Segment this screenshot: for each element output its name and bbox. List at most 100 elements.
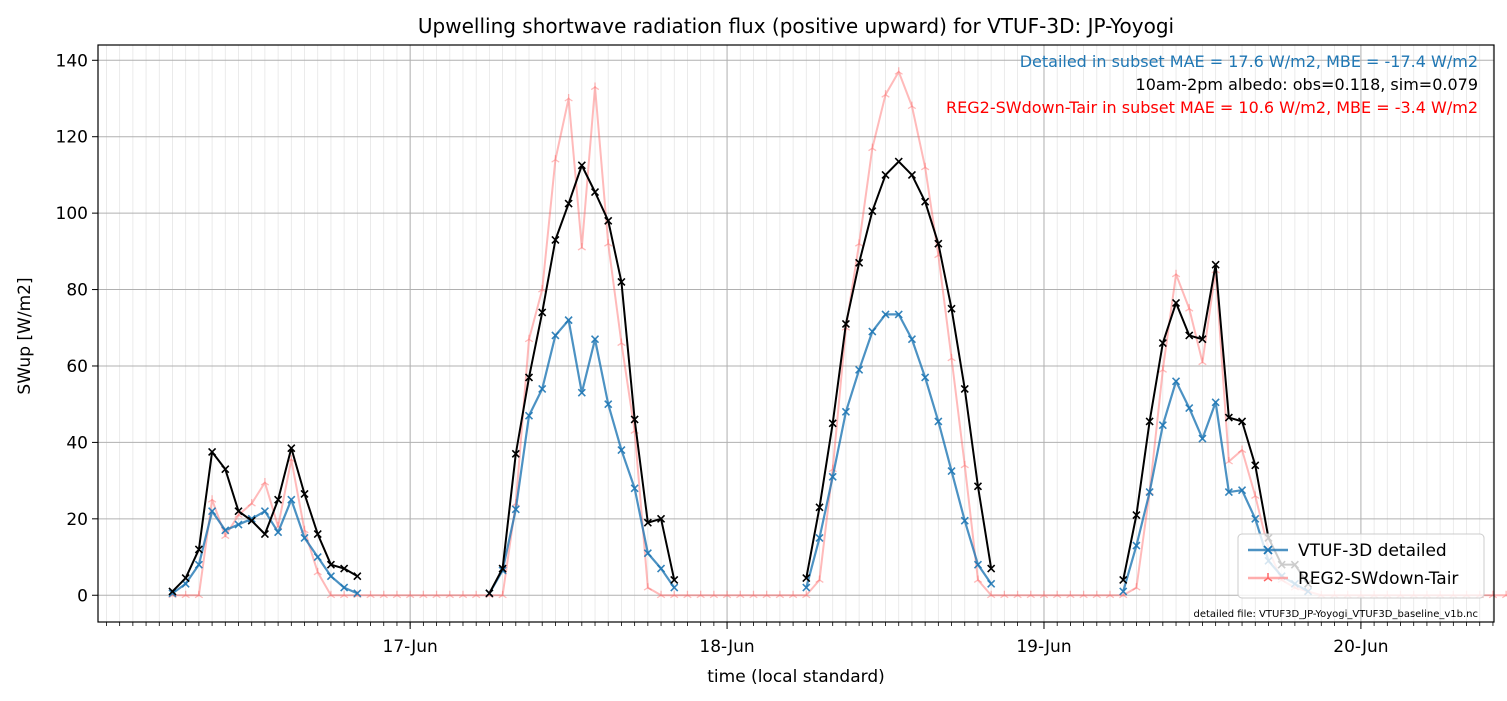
observed-series-point (656, 514, 666, 523)
y-tick-label: 100 (56, 204, 88, 224)
reg2-series-point (1026, 590, 1035, 599)
x-tick-label: 18-Jun (699, 637, 754, 657)
observed-series-point (617, 277, 626, 286)
reg2-series-point (881, 90, 890, 98)
reg2-series-point (749, 590, 758, 599)
vtuf-series-point (1145, 488, 1154, 497)
reg2-series-point (920, 162, 930, 171)
reg2-series-point (722, 590, 732, 599)
observed-series-point (221, 465, 230, 474)
observed-series-point (524, 373, 534, 382)
reg2-series-point (379, 590, 388, 599)
vtuf-series-point (524, 411, 534, 420)
vtuf-series-point (221, 526, 230, 535)
reg2-series-point (709, 590, 719, 599)
reg2-series-point (604, 239, 613, 247)
observed-series-point (551, 235, 560, 244)
vtuf-series-point (1198, 434, 1207, 443)
reg2-series-point (1092, 590, 1101, 599)
y-tick-label: 120 (56, 128, 88, 148)
reg2-series-point (1079, 590, 1088, 599)
vtuf-series-point (947, 466, 956, 476)
vtuf-series-point (907, 335, 917, 344)
legend-entry-reg2: REG2-SWdown-Tair (1248, 569, 1458, 589)
observed-series-point (987, 564, 996, 573)
observed-series-point (1251, 461, 1260, 470)
observed-series-point (934, 239, 943, 248)
reg2-series-point (1066, 590, 1075, 599)
vtuf-series-point (1237, 486, 1247, 495)
reg2-series-point (815, 575, 824, 584)
reg2-series-point (683, 590, 692, 599)
annotation-detailed-stats: Detailed in subset MAE = 17.6 W/m2, MBE … (1020, 52, 1478, 71)
vtuf-series-point (1132, 541, 1141, 550)
reg2-series-point (960, 460, 969, 469)
vtuf-series-point (511, 505, 520, 514)
observed-series-point (973, 482, 983, 491)
vtuf-series-point (841, 407, 850, 416)
major-grid (98, 45, 1494, 622)
y-tick-label: 60 (66, 357, 88, 377)
observed-series-point (960, 384, 969, 393)
observed-series-point (326, 560, 335, 569)
vtuf-series-point (921, 373, 930, 382)
vtuf-series-point (881, 310, 890, 319)
vtuf-series-point (1251, 514, 1260, 523)
vtuf-series-point (168, 589, 177, 598)
vtuf-series-point (656, 564, 666, 573)
vtuf-series-point (340, 583, 349, 592)
x-tick-label: 20-Jun (1333, 637, 1388, 657)
vtuf-series-point (300, 533, 309, 542)
observed-series-point (181, 573, 190, 583)
reg2-series-point (1053, 590, 1062, 599)
vtuf-series-point (287, 495, 296, 504)
observed-series-point (815, 503, 824, 512)
reg2-series-point (1171, 269, 1181, 278)
observed-series-point (577, 161, 586, 170)
reg2-series-point (326, 590, 336, 599)
reg2-series-point (260, 478, 270, 486)
reg2-series-point (551, 155, 560, 163)
observed-series-point (590, 188, 600, 197)
reg2-series-point (775, 590, 785, 599)
reg2-series-point (432, 590, 441, 599)
observed-series-point (168, 587, 177, 596)
observed-series-point (630, 415, 639, 424)
reg2-series-point (445, 590, 454, 599)
observed-series-point (881, 170, 890, 179)
reg2-series-point (854, 239, 864, 247)
reg2-series-point (656, 590, 666, 599)
observed-series-point (260, 530, 269, 539)
y-axis-label: SWup [W/m2] (15, 277, 35, 394)
reg2-series-point (577, 243, 586, 251)
reg2-series-point (696, 590, 705, 599)
observed-series-point (208, 447, 217, 457)
vtuf-series-point (1185, 403, 1194, 413)
observed-series-point (907, 170, 917, 179)
annotation-file: detailed file: VTUF3D_JP-Yoyogi_VTUF3D_b… (1194, 609, 1479, 620)
observed-series-point (947, 304, 956, 313)
vtuf-series-point (617, 445, 626, 455)
vtuf-series-point (934, 417, 943, 426)
y-tick-label: 20 (66, 510, 88, 530)
reg2-series-point (987, 590, 996, 599)
reg2-series-point (392, 590, 402, 599)
reg2-series-point (339, 590, 349, 599)
observed-series-point (1237, 417, 1247, 426)
observed-series-point (670, 575, 679, 585)
vtuf-series-point (564, 316, 573, 325)
reg2-series-point (868, 143, 877, 152)
observed-series-point (538, 308, 547, 317)
plot-frame (97, 44, 1495, 623)
observed-series-point (802, 573, 811, 583)
reg2-series-point (1105, 590, 1115, 599)
vtuf-series-point (973, 560, 983, 569)
y-tick-label: 0 (77, 586, 88, 606)
vtuf-series-point (247, 514, 256, 523)
vtuf-series-point (868, 327, 877, 336)
vtuf-series-point (643, 549, 652, 558)
legend-entry-vtuf: VTUF-3D detailed (1248, 541, 1447, 561)
reg2-series-point (524, 334, 534, 343)
axes-layer: 0 20 40 60 80 100 120 140 17-Jun 18-Jun 19-Jun 20-J… (56, 51, 1494, 657)
chart-title: Upwelling shortwave radiation flux (posi… (418, 14, 1174, 38)
